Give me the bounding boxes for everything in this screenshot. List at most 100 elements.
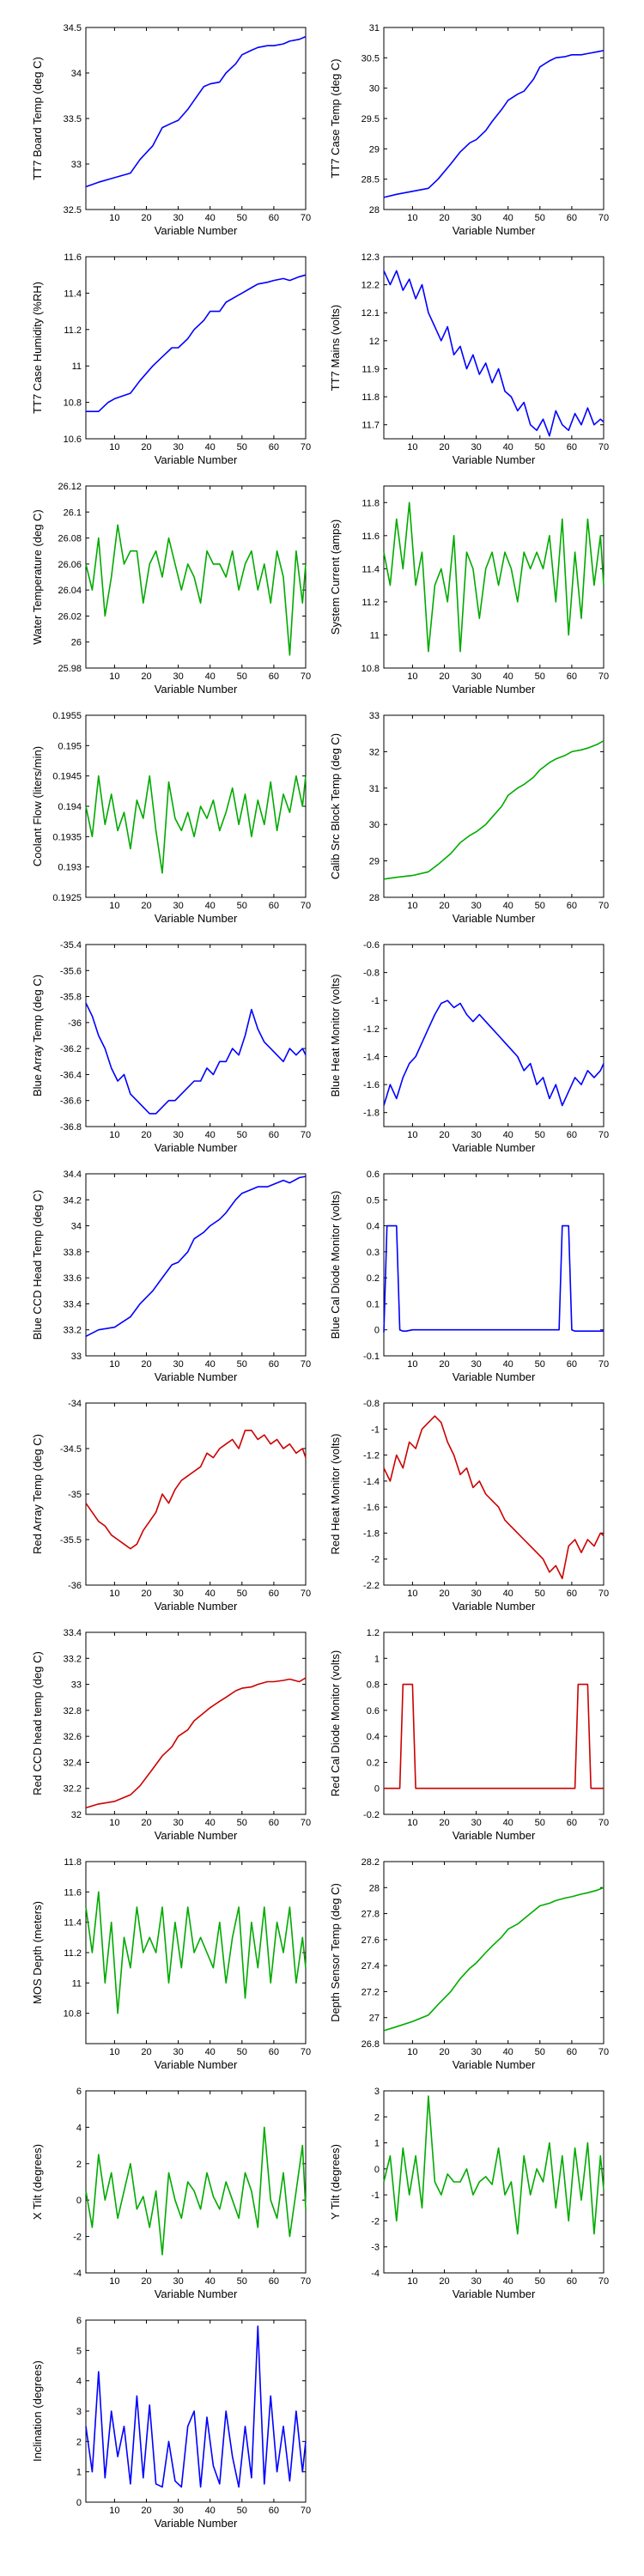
- x-tick-label: 10: [109, 1818, 119, 1828]
- x-tick-label: 40: [205, 1359, 216, 1370]
- y-tick-label: 29: [369, 144, 380, 155]
- x-tick-label: 50: [237, 2276, 247, 2287]
- x-tick-label: 40: [503, 442, 513, 453]
- x-tick-label: 40: [503, 2276, 513, 2287]
- y-tick-label: -1.4: [363, 1477, 380, 1487]
- x-tick-label: 40: [503, 1589, 513, 1599]
- x-tick-label: 10: [109, 901, 119, 911]
- x-tick-label: 70: [301, 2276, 311, 2287]
- chart-panel: 10 20 30 40 50 60 70 0.1925 0.193 0.1935 0.194 0.19…: [31, 711, 311, 925]
- x-tick-label: 10: [407, 671, 417, 682]
- y-tick-label: 26.06: [58, 560, 82, 570]
- x-tick-label: 10: [109, 1359, 119, 1370]
- y-tick-label: 33.4: [64, 1299, 82, 1309]
- x-tick-label: 40: [205, 671, 216, 682]
- x-tick-label: 70: [598, 2047, 609, 2057]
- y-tick-label: 0.4: [367, 1222, 380, 1232]
- x-axis-label: Variable Number: [453, 1829, 536, 1842]
- y-tick-label: 27.8: [361, 1910, 380, 1920]
- x-tick-label: 60: [567, 1589, 577, 1599]
- x-tick-label: 30: [173, 2276, 183, 2287]
- chart-panel: 10 20 30 40 50 60 70 -1.8 -1.6 -1.4 -1.2 -1 -0.8 -0.6…: [329, 940, 609, 1154]
- x-tick-label: 70: [301, 671, 311, 682]
- y-tick-label: 12: [369, 337, 380, 347]
- y-tick-label: 29: [369, 857, 380, 867]
- x-tick-label: 10: [407, 213, 417, 223]
- y-tick-label: -35.6: [60, 966, 82, 976]
- y-tick-label: 0.5: [367, 1195, 380, 1206]
- chart-panel: 10 20 30 40 50 60 70 26.8 27 27.2 27.4 27.6 27.8 28 28…: [329, 1857, 609, 2071]
- y-tick-label: 6: [76, 2087, 82, 2097]
- x-tick-label: 70: [598, 1589, 609, 1599]
- y-tick-label: 1.2: [367, 1628, 380, 1638]
- y-tick-label: 28.2: [361, 1857, 380, 1868]
- x-tick-label: 60: [269, 1130, 279, 1140]
- y-tick-label: 26.8: [361, 2039, 380, 2050]
- series-line: [383, 50, 605, 198]
- x-tick-label: 20: [141, 1589, 151, 1599]
- series-line: [383, 1415, 605, 1580]
- y-tick-label: -35.8: [60, 993, 82, 1003]
- x-tick-label: 40: [205, 213, 216, 223]
- x-tick-label: 40: [503, 2047, 513, 2057]
- y-tick-label: 0: [374, 2165, 380, 2175]
- x-tick-label: 30: [173, 2047, 183, 2057]
- y-tick-label: 0.6: [367, 1170, 380, 1180]
- series-line: [85, 775, 307, 874]
- y-tick-label: 34: [71, 69, 82, 79]
- y-tick-label: 34.4: [64, 1170, 82, 1180]
- plot-frame: [383, 1173, 605, 1357]
- x-tick-label: 10: [407, 2047, 417, 2057]
- plot-frame: [85, 485, 307, 669]
- y-tick-label: 11.8: [361, 498, 380, 508]
- y-tick-label: -1.6: [363, 1503, 380, 1513]
- x-axis-label: Variable Number: [155, 224, 238, 237]
- chart-panel: 10 20 30 40 50 60 70 -36.8 -36.6 -36.4 -36.2 -36 -35…: [31, 940, 311, 1154]
- y-tick-label: 0.6: [367, 1706, 380, 1716]
- x-tick-label: 20: [141, 1818, 151, 1828]
- chart-panel: 10 20 30 40 50 60 70 28 28.5 29 29.5 30 30.5 31 Variab…: [329, 23, 609, 237]
- y-tick-label: 33.5: [64, 114, 82, 125]
- x-axis-label: Variable Number: [453, 1141, 536, 1154]
- y-tick-label: 10.6: [64, 434, 82, 445]
- x-tick-label: 70: [598, 1818, 609, 1828]
- y-tick-label: 27.6: [361, 1935, 380, 1946]
- y-tick-label: -1.8: [363, 1109, 380, 1119]
- y-tick-label: 2: [76, 2160, 82, 2170]
- y-axis-label: TT7 Board Temp (deg C): [31, 57, 44, 180]
- y-tick-label: 33.6: [64, 1273, 82, 1284]
- x-tick-label: 70: [598, 442, 609, 453]
- x-tick-label: 20: [439, 213, 449, 223]
- series-line: [85, 2325, 307, 2488]
- x-tick-label: 50: [237, 1818, 247, 1828]
- plot-frame: [383, 1402, 605, 1586]
- x-tick-label: 50: [535, 1818, 545, 1828]
- y-tick-label: -0.8: [363, 969, 380, 979]
- x-tick-label: 10: [109, 2506, 119, 2516]
- x-tick-label: 60: [567, 1818, 577, 1828]
- y-tick-label: 28: [369, 1883, 380, 1893]
- y-tick-label: 0.1955: [52, 711, 82, 721]
- y-axis-label: TT7 Mains (volts): [329, 305, 342, 391]
- x-axis-label: Variable Number: [155, 2517, 238, 2530]
- y-tick-label: 0.3: [367, 1248, 380, 1258]
- x-axis-label: Variable Number: [155, 2058, 238, 2071]
- x-tick-label: 50: [237, 901, 247, 911]
- x-tick-label: 70: [301, 2506, 311, 2516]
- y-tick-label: -2: [371, 2216, 380, 2227]
- y-tick-label: -3: [371, 2243, 380, 2253]
- y-tick-label: 0.4: [367, 1732, 380, 1742]
- y-tick-label: 31: [369, 784, 380, 794]
- x-tick-label: 30: [471, 901, 481, 911]
- chart-panel: 10 20 30 40 50 60 70 -0.2 0 0.2 0.4 0.6 0.8 1 1.2 Varia…: [329, 1628, 609, 1842]
- x-tick-label: 50: [237, 2506, 247, 2516]
- y-axis-label: Red Heat Monitor (volts): [329, 1434, 342, 1555]
- x-tick-label: 70: [598, 901, 609, 911]
- x-tick-label: 10: [407, 2276, 417, 2287]
- x-tick-label: 50: [535, 2047, 545, 2057]
- y-tick-label: -35.5: [60, 1535, 82, 1546]
- y-tick-label: 32.6: [64, 1732, 82, 1742]
- y-tick-label: 33.4: [64, 1628, 82, 1638]
- x-tick-label: 10: [407, 901, 417, 911]
